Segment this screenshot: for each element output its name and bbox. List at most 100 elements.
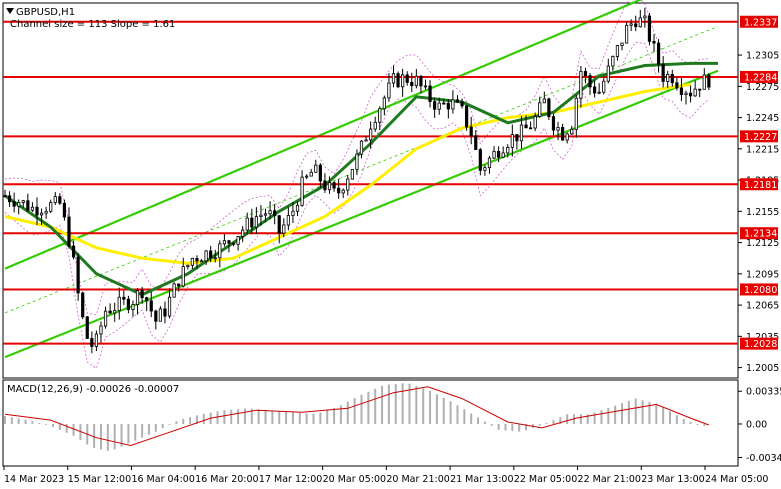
macd-histogram-bar — [31, 421, 34, 424]
candle-body — [391, 73, 396, 84]
envelope-lower-line — [4, 41, 710, 369]
macd-histogram-bar — [319, 412, 322, 424]
macd-histogram-bar — [621, 403, 624, 424]
candle-body — [570, 128, 574, 135]
candle-body — [410, 81, 414, 86]
candle-body — [17, 202, 21, 207]
price-tick-label: 1.2005 — [746, 363, 779, 374]
candle-body — [533, 116, 537, 129]
level-tag-box — [740, 70, 778, 83]
macd-tick-label: 0.00 — [746, 419, 767, 430]
candle-body — [588, 75, 592, 88]
time-tick-label: 22 Mar 21:00 — [578, 474, 641, 485]
macd-histogram-bar — [463, 409, 466, 424]
macd-histogram-bar — [408, 383, 411, 424]
candle-body — [602, 80, 606, 93]
macd-histogram-bar — [579, 414, 582, 424]
candle-body — [81, 292, 85, 318]
candle-body — [661, 63, 665, 82]
macd-plot-frame — [2, 379, 739, 467]
candle-body — [318, 164, 322, 182]
candle-body — [346, 178, 350, 191]
macd-histogram-bar — [120, 423, 123, 447]
macd-histogram-bar — [72, 423, 75, 436]
price-tick-label: 1.2065 — [746, 301, 779, 312]
triangle-down-icon[interactable] — [6, 8, 14, 14]
candle-body — [117, 296, 121, 312]
candle-body — [131, 304, 135, 310]
candle-body — [295, 204, 300, 212]
macd-histogram-bar — [202, 413, 205, 424]
candle-body — [579, 70, 583, 99]
candle-body — [497, 150, 501, 158]
macd-histogram-bar — [456, 405, 459, 424]
candle-body — [556, 127, 560, 131]
candle-body — [332, 182, 336, 189]
macd-histogram-bar — [45, 423, 48, 425]
macd-histogram-bar — [17, 418, 20, 424]
candle-body — [286, 215, 290, 226]
macd-histogram-bar — [230, 409, 233, 424]
candle-body — [323, 180, 327, 191]
candle-body — [314, 164, 318, 173]
level-tag-label: 1.2181 — [744, 180, 777, 191]
macd-histogram-bar — [24, 419, 27, 424]
envelope-bands — [4, 0, 710, 369]
candle-body — [140, 290, 144, 299]
candle-body — [414, 75, 418, 86]
candle-body — [35, 206, 39, 216]
candle-body — [85, 316, 89, 339]
candle-body — [401, 74, 405, 88]
candle-body — [135, 290, 140, 306]
candle-body — [369, 128, 373, 141]
level-tag-label: 1.2227 — [744, 132, 777, 143]
macd-histogram-bar — [435, 394, 438, 424]
candle-body — [254, 216, 258, 228]
candle-body — [487, 157, 492, 169]
level-tag-box — [740, 15, 778, 28]
candle-body — [419, 75, 423, 87]
regression-channel — [4, 0, 719, 359]
macd-histogram-bar — [648, 402, 651, 424]
candle-body — [7, 195, 12, 203]
price-tick-label: 1.2215 — [746, 144, 779, 155]
channel-info: Channel size = 113 Slope = 1.61 — [10, 19, 175, 30]
macd-histogram-bar — [154, 423, 157, 432]
candle-body — [547, 98, 551, 118]
channel-mid-line — [4, 26, 719, 314]
macd-histogram-bar — [195, 415, 198, 424]
macd-histogram-bar — [504, 423, 507, 431]
candle-body — [629, 23, 633, 26]
macd-label: MACD(12,26,9) -0.00026 -0.00007 — [7, 384, 179, 395]
candle-body — [113, 310, 117, 314]
macd-histogram-bar — [51, 423, 54, 427]
macd-histogram-bar — [497, 423, 500, 430]
candle-body — [442, 102, 446, 105]
macd-histogram-bar — [662, 407, 665, 424]
time-tick-label: 20 Mar 21:00 — [386, 474, 449, 485]
candle-body — [241, 229, 245, 237]
macd-histogram-bar — [538, 423, 541, 426]
candle-body — [529, 127, 533, 130]
macd-histogram-bar — [394, 383, 397, 424]
candle-body — [542, 98, 546, 104]
time-tick-label: 22 Mar 05:00 — [514, 474, 577, 485]
candle-body — [387, 82, 391, 99]
candle-body — [236, 236, 240, 245]
level-tag-box — [740, 130, 778, 143]
candle-body — [688, 92, 693, 97]
candle-body — [446, 102, 450, 110]
channel-lower-line — [4, 69, 719, 359]
candle-body — [679, 87, 684, 96]
macd-histogram-bar — [168, 423, 171, 425]
candle-body — [574, 97, 578, 130]
level-tag-label: 1.2337 — [744, 17, 777, 28]
candle-body — [213, 257, 217, 260]
macd-histogram-bar — [147, 423, 150, 435]
macd-histogram-bar — [566, 414, 569, 424]
candle-body — [76, 256, 80, 294]
candle-body — [355, 153, 359, 170]
price-tick-label: 1.2305 — [746, 51, 779, 62]
time-tick-label: 14 Mar 2023 — [4, 474, 64, 485]
